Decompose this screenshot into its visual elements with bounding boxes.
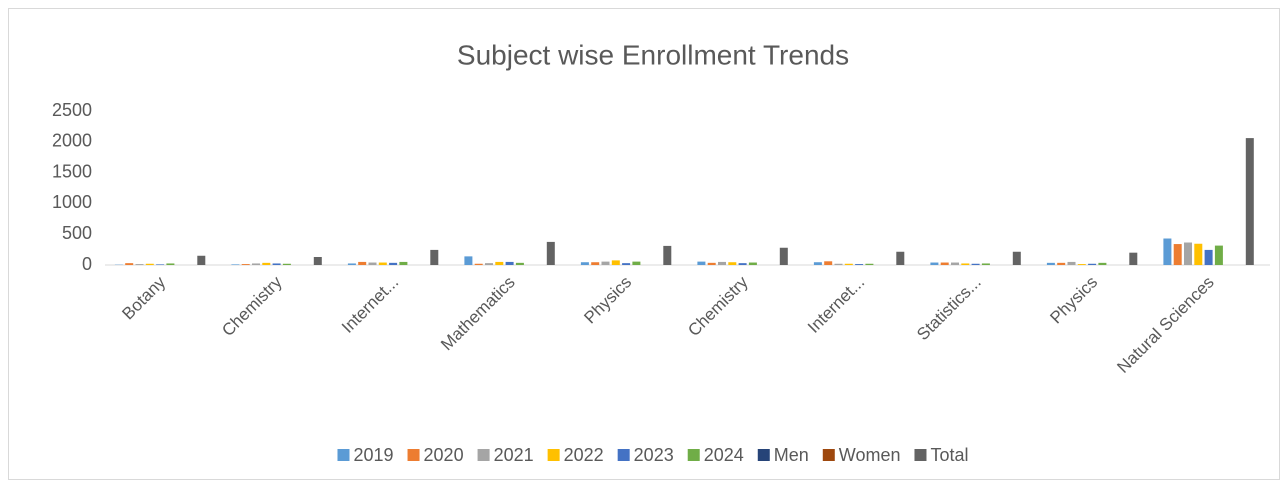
legend-swatch bbox=[547, 449, 560, 461]
legend-swatch bbox=[617, 449, 630, 461]
bar bbox=[580, 262, 589, 265]
bar bbox=[313, 256, 322, 265]
bar bbox=[1088, 263, 1097, 265]
bar bbox=[748, 262, 757, 265]
bar bbox=[738, 263, 747, 265]
bar bbox=[896, 251, 905, 265]
legend-label: 2022 bbox=[564, 445, 604, 465]
bar bbox=[981, 263, 990, 265]
bar bbox=[156, 264, 165, 265]
y-tick-label: 1000 bbox=[52, 192, 92, 212]
bar bbox=[1184, 242, 1192, 265]
bar bbox=[1057, 262, 1066, 265]
y-tick-label: 500 bbox=[62, 223, 92, 243]
bar bbox=[546, 241, 555, 265]
bar bbox=[197, 255, 206, 265]
bar bbox=[241, 264, 250, 265]
bar bbox=[824, 261, 833, 265]
bar bbox=[622, 263, 631, 265]
bar bbox=[930, 262, 939, 265]
bar bbox=[1204, 249, 1213, 265]
legend-swatch bbox=[407, 449, 420, 461]
bar bbox=[347, 263, 356, 265]
bar bbox=[1098, 262, 1107, 265]
legend-swatch bbox=[822, 449, 835, 461]
bar bbox=[697, 261, 706, 265]
bar bbox=[464, 256, 473, 265]
bar bbox=[135, 264, 144, 265]
bar bbox=[125, 263, 134, 265]
bar bbox=[611, 260, 620, 265]
bar bbox=[844, 263, 853, 265]
y-tick-label: 1500 bbox=[52, 161, 92, 181]
bar bbox=[252, 263, 260, 265]
bar bbox=[1067, 261, 1076, 265]
bar bbox=[663, 245, 672, 265]
bar bbox=[505, 261, 514, 265]
bar bbox=[389, 262, 398, 265]
bar bbox=[834, 263, 843, 265]
bar bbox=[855, 264, 864, 265]
bar bbox=[971, 263, 980, 265]
bar bbox=[378, 262, 387, 265]
legend-label: Men bbox=[774, 445, 809, 465]
y-tick-label: 2000 bbox=[52, 131, 92, 151]
bar bbox=[282, 263, 291, 265]
bar bbox=[358, 261, 367, 265]
legend-swatch bbox=[687, 449, 700, 461]
bar bbox=[262, 262, 271, 265]
legend-label: 2023 bbox=[634, 445, 674, 465]
legend-label: Total bbox=[930, 445, 968, 465]
bar bbox=[1163, 238, 1172, 265]
bar bbox=[166, 263, 175, 265]
bar bbox=[485, 263, 493, 265]
bar bbox=[707, 262, 716, 265]
bar bbox=[495, 261, 504, 265]
chart-border bbox=[8, 8, 1280, 480]
bar bbox=[1129, 252, 1138, 265]
legend-swatch bbox=[477, 449, 490, 461]
bar bbox=[1012, 251, 1021, 265]
bar bbox=[430, 249, 439, 265]
bar bbox=[951, 262, 959, 265]
y-tick-label: 0 bbox=[82, 254, 92, 274]
bar bbox=[728, 262, 737, 265]
legend-label: 2020 bbox=[424, 445, 464, 465]
bar bbox=[1046, 262, 1055, 265]
legend-swatch bbox=[337, 449, 350, 461]
bar bbox=[1214, 245, 1223, 265]
legend-swatch bbox=[914, 449, 927, 461]
legend-label: 2021 bbox=[494, 445, 534, 465]
legend-label: 2024 bbox=[704, 445, 744, 465]
chart-title: Subject wise Enrollment Trends bbox=[457, 39, 849, 70]
bar bbox=[601, 261, 610, 265]
bar bbox=[231, 264, 240, 265]
bar bbox=[272, 263, 281, 265]
bar bbox=[368, 262, 377, 265]
legend-swatch bbox=[757, 449, 770, 461]
bar bbox=[1077, 264, 1086, 265]
bar bbox=[718, 261, 726, 265]
legend-label: 2019 bbox=[353, 445, 393, 465]
bar bbox=[591, 262, 600, 265]
bar bbox=[779, 247, 788, 265]
bar bbox=[813, 262, 822, 265]
bar bbox=[632, 261, 641, 265]
bar bbox=[145, 263, 154, 265]
bar bbox=[474, 263, 483, 265]
bar bbox=[515, 262, 524, 265]
bar bbox=[1245, 138, 1254, 265]
bar bbox=[961, 263, 970, 265]
bar bbox=[399, 261, 408, 265]
legend-label: Women bbox=[839, 445, 901, 465]
y-tick-label: 2500 bbox=[52, 100, 92, 120]
bar bbox=[865, 263, 874, 265]
bar bbox=[1173, 244, 1182, 265]
bar bbox=[1194, 243, 1203, 265]
bar bbox=[940, 262, 949, 265]
